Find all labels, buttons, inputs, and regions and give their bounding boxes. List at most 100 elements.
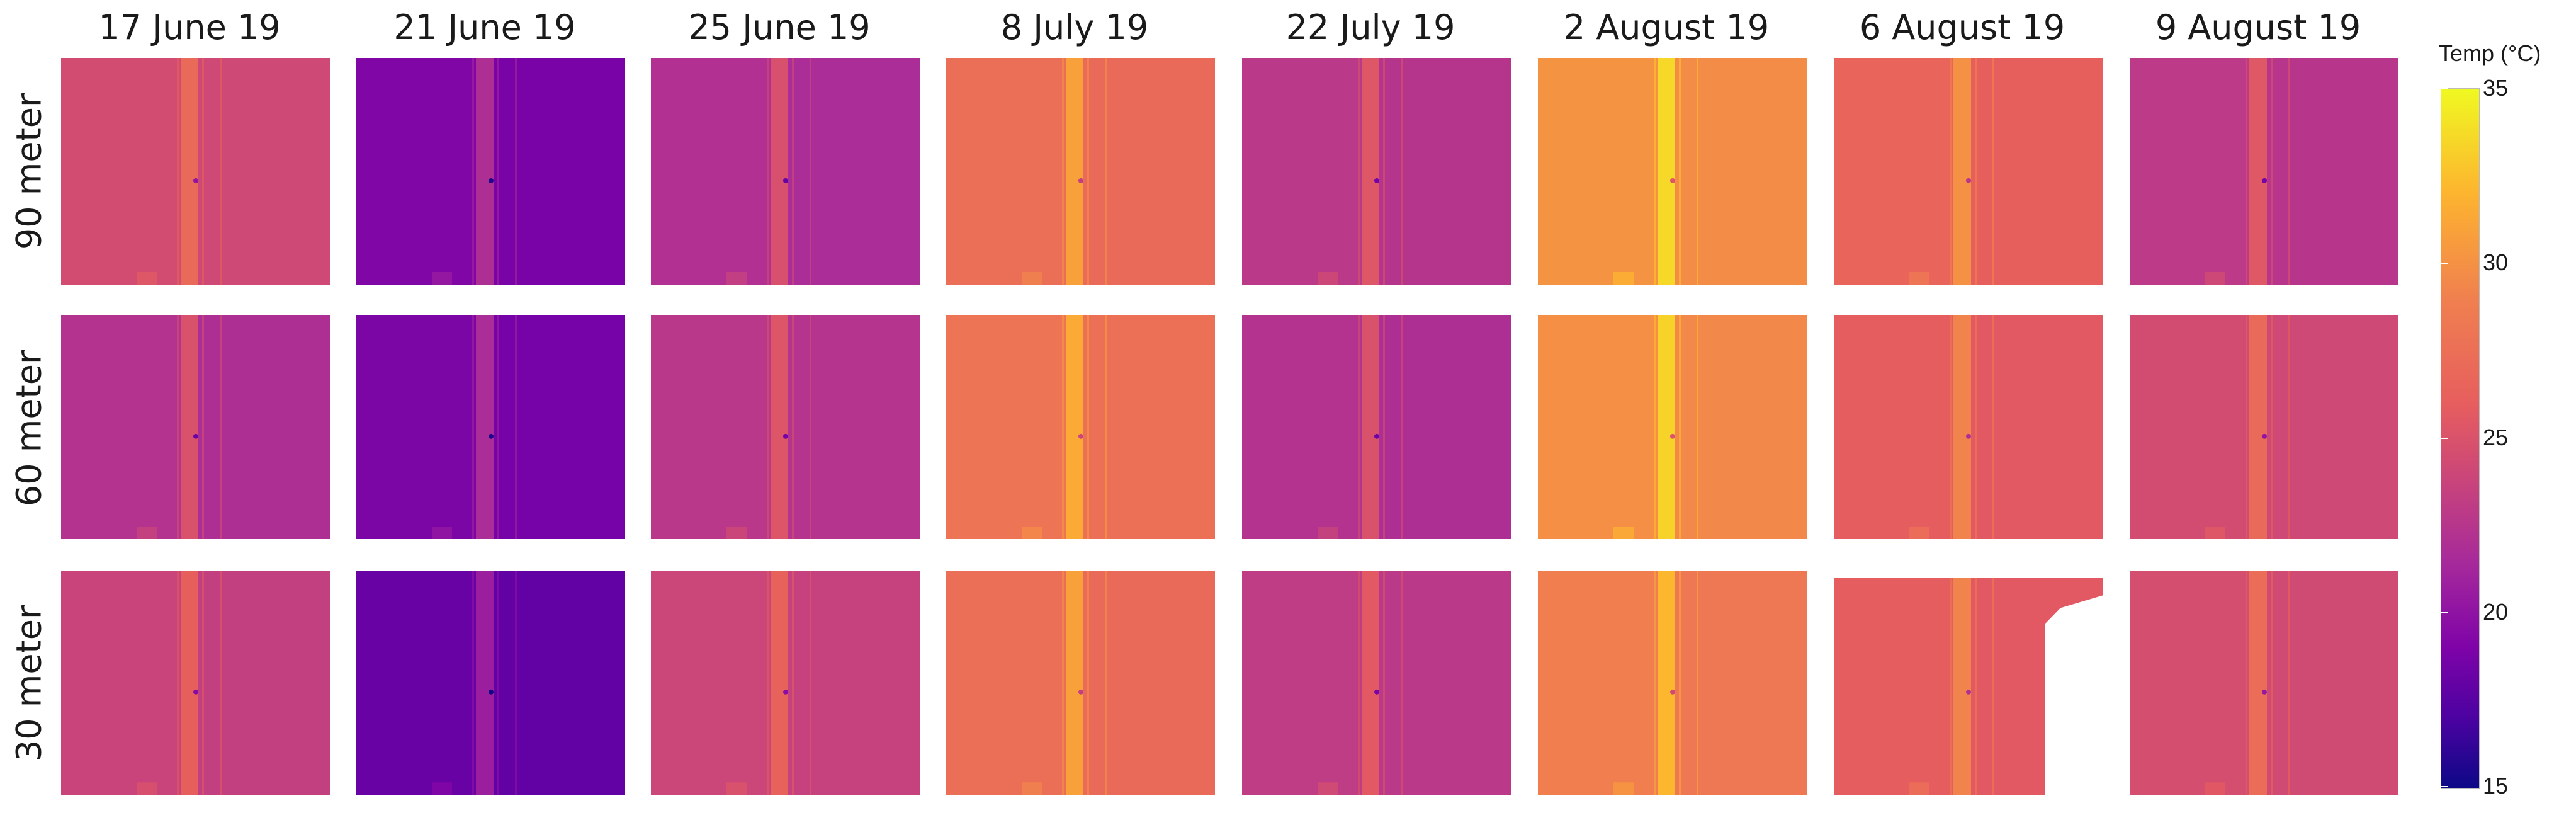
reference-target — [2205, 272, 2225, 285]
thermal-field-variation — [61, 571, 181, 795]
reference-target — [432, 527, 452, 539]
sensor-marker — [783, 178, 788, 183]
track-line — [1087, 58, 1089, 285]
thermal-panel — [356, 571, 625, 795]
sensor-marker — [783, 433, 788, 439]
column-label-6-august: 6 August 19 — [1859, 8, 2065, 47]
sensor-marker — [489, 433, 494, 439]
reference-target — [1318, 272, 1338, 285]
thermal-field-variation — [946, 571, 1066, 795]
colorbar-tick-mark — [2441, 88, 2448, 89]
thermal-field-variation — [356, 315, 476, 539]
sensor-marker — [1374, 689, 1379, 695]
reference-target — [1909, 782, 1929, 795]
sensor-marker — [193, 689, 198, 695]
legend-tick-25: 25 — [2483, 424, 2509, 450]
thermal-field-variation — [2130, 571, 2249, 795]
column-label-9-august: 9 August 19 — [2155, 8, 2361, 47]
track-line — [1383, 315, 1385, 539]
sensor-marker — [1966, 689, 1971, 695]
thermal-field-variation — [1242, 571, 1362, 795]
thermal-field-variation — [356, 571, 476, 795]
track-line — [1697, 571, 1698, 795]
track-line — [497, 315, 499, 539]
track-line — [497, 571, 499, 795]
reference-target — [1318, 782, 1338, 795]
road-strip — [771, 571, 788, 795]
thermal-panel — [61, 58, 330, 285]
track-line — [1679, 315, 1681, 539]
track-line — [1105, 571, 1107, 795]
thermal-field-variation — [2130, 315, 2249, 539]
track-line — [1992, 315, 1994, 539]
track-line — [472, 571, 474, 795]
reference-target — [137, 782, 157, 795]
thermal-panel — [651, 58, 920, 285]
track-line — [1358, 315, 1360, 539]
thermal-panel — [1834, 571, 2103, 795]
reference-target — [1613, 527, 1634, 539]
track-line — [810, 58, 811, 285]
thermal-panel — [651, 315, 920, 539]
column-label-2-august: 2 August 19 — [1563, 8, 1770, 47]
track-line — [1087, 571, 1089, 795]
reference-target — [137, 272, 157, 285]
thermal-field-variation — [946, 58, 1066, 285]
road-strip — [1658, 58, 1675, 285]
reference-target — [1022, 782, 1042, 795]
track-line — [1654, 571, 1656, 795]
reference-target — [726, 527, 747, 539]
track-line — [202, 571, 204, 795]
road-strip — [1066, 315, 1083, 539]
thermal-panel — [61, 571, 330, 795]
thermal-panel — [946, 315, 1215, 539]
road-strip — [1066, 571, 1083, 795]
track-line — [1358, 58, 1360, 285]
track-line — [1975, 315, 1977, 539]
road-strip — [1953, 315, 1971, 539]
thermal-panel — [651, 571, 920, 795]
reference-target — [137, 527, 157, 539]
track-line — [220, 58, 222, 285]
reference-target — [1022, 527, 1042, 539]
reference-target — [2205, 782, 2225, 795]
track-line — [1358, 571, 1360, 795]
reference-target — [1613, 272, 1634, 285]
track-line — [2246, 58, 2247, 285]
track-line — [2288, 58, 2290, 285]
column-label-8-july: 8 July 19 — [1000, 8, 1149, 47]
track-line — [1383, 58, 1385, 285]
track-line — [1697, 315, 1698, 539]
track-line — [1950, 315, 1952, 539]
track-line — [177, 58, 179, 285]
road-strip — [2249, 58, 2267, 285]
track-line — [767, 315, 769, 539]
colorbar-tick-mark — [2441, 612, 2448, 613]
road-strip — [476, 571, 494, 795]
road-strip — [181, 571, 198, 795]
track-line — [472, 315, 474, 539]
reference-target — [1909, 527, 1929, 539]
reference-target — [2205, 527, 2225, 539]
thermal-field-variation — [651, 58, 771, 285]
thermal-panel — [356, 315, 625, 539]
track-line — [1950, 571, 1952, 795]
thermal-field-variation — [1538, 58, 1658, 285]
reference-target — [726, 272, 747, 285]
thermal-field-variation — [356, 58, 476, 285]
thermal-panel — [1242, 58, 1511, 285]
reference-target — [1909, 272, 1929, 285]
colorbar-tick-mark — [2441, 438, 2448, 439]
track-line — [1401, 315, 1403, 539]
track-line — [1992, 58, 1994, 285]
thermal-field-variation — [1538, 315, 1658, 539]
reference-target — [1613, 782, 1634, 795]
track-line — [1062, 58, 1064, 285]
thermal-field-variation — [651, 315, 771, 539]
thermal-field-variation — [651, 571, 771, 795]
sensor-marker — [1670, 178, 1675, 183]
road-strip — [1362, 315, 1379, 539]
legend-tick-35: 35 — [2483, 75, 2509, 101]
track-line — [220, 315, 222, 539]
